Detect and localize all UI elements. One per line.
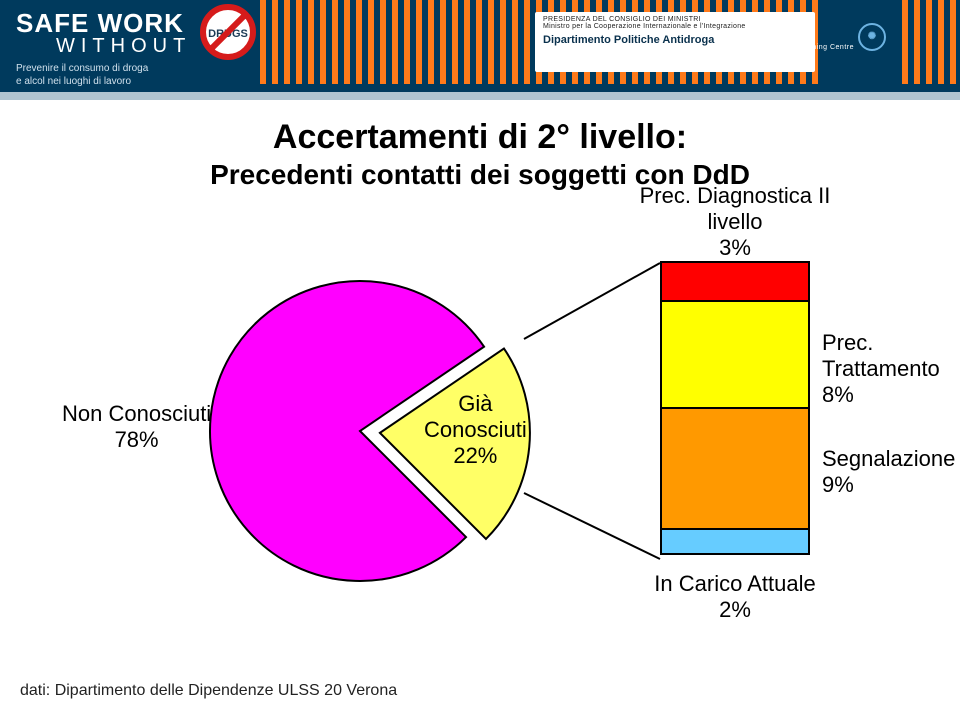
itc-subtext: International Training Centre — [751, 44, 854, 51]
tagline: Prevenire il consumo di droga e alcol ne… — [16, 62, 148, 88]
brand-safe-work: SAFE WORK — [16, 10, 191, 36]
page: PRESIDENZA DEL CONSIGLIO DEI MINISTRI Mi… — [0, 0, 960, 720]
stack-label-segnalazione: Segnalazione9% — [822, 446, 960, 498]
chart-area: Non Conosciuti78% GiàConosciuti22% Prec.… — [0, 191, 960, 671]
brand-block: SAFE WORK WITHOUT — [16, 10, 191, 56]
footer-citation: dati: Dipartimento delle Dipendenze ULSS… — [20, 682, 397, 700]
stack-label-diagnostica: Prec. Diagnostica IIlivello3% — [630, 183, 840, 261]
header-banner: PRESIDENZA DEL CONSIGLIO DEI MINISTRI Mi… — [0, 0, 960, 100]
itc-text: ITC — [751, 22, 854, 44]
page-title: Accertamenti di 2° livello: — [0, 118, 960, 157]
stack-label-trattamento: Prec. Trattamento8% — [822, 330, 960, 408]
brand-without: WITHOUT — [56, 36, 191, 56]
tagline-2: e alcol nei luoghi di lavoro — [16, 75, 148, 88]
tagline-1: Prevenire il consumo di droga — [16, 62, 148, 75]
ilo-ring-icon: ✺ — [858, 23, 886, 51]
itc-logo: ITC International Training Centre ✺ — [751, 22, 886, 51]
stack-label-in-carico: In Carico Attuale2% — [630, 571, 840, 623]
no-drugs-icon: DRUGS — [200, 4, 256, 60]
